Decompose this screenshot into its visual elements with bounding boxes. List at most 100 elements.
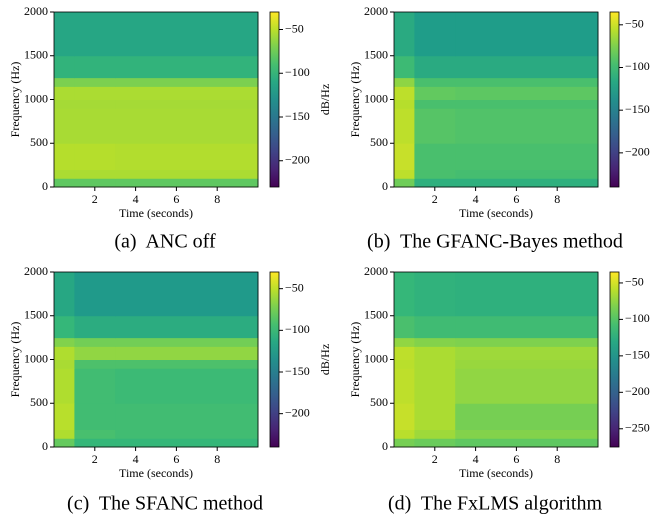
colorbar-tick-label: −50	[285, 21, 304, 35]
spectrogram-cell	[115, 55, 259, 79]
spectrogram-cell	[414, 55, 456, 79]
spectrogram-cell	[54, 12, 75, 57]
y-tick-label: 1000	[364, 351, 388, 365]
colorbar-tick-label: −50	[625, 275, 644, 289]
y-axis-label: Frequency (Hz)	[8, 322, 22, 398]
x-tick-label: 8	[554, 452, 560, 466]
spectrogram-cell	[74, 368, 116, 404]
spectrogram-cell	[414, 315, 456, 339]
colorbar-tick-label: −100	[285, 65, 310, 79]
spectrogram-cell	[455, 178, 599, 188]
colorbar-tick-label: −50	[285, 280, 304, 294]
colorbar	[269, 271, 280, 448]
spectrogram-cell	[115, 77, 259, 87]
spectrogram-cell	[455, 12, 599, 57]
spectrogram-cell	[394, 77, 415, 87]
spectrogram-cell	[54, 169, 75, 179]
colorbar-label: dB/Hz	[658, 84, 660, 115]
spectrogram-cell	[455, 337, 599, 347]
y-tick-label: 0	[42, 439, 48, 453]
x-tick-label: 8	[214, 452, 220, 466]
x-tick-label: 8	[214, 192, 220, 206]
spectrogram-cell	[54, 272, 75, 317]
spectrogram-cell	[115, 429, 259, 439]
colorbar-tick-label: −250	[625, 421, 650, 435]
spectrogram-cell	[54, 315, 75, 339]
spectrogram-cell	[414, 429, 456, 439]
spectrogram-cell	[455, 429, 599, 439]
spectrogram-cell	[54, 346, 75, 360]
spectrogram-cell	[115, 169, 259, 179]
spectrogram-cell	[455, 315, 599, 339]
spectrogram-cell	[115, 368, 259, 404]
y-tick-label: 2000	[24, 4, 48, 18]
y-tick-label: 2000	[364, 264, 388, 278]
spectrogram-cell	[74, 12, 116, 57]
colorbar	[609, 271, 620, 448]
y-tick-label: 2000	[364, 4, 388, 18]
spectrogram-cell	[54, 368, 75, 404]
spectrogram-cell	[115, 86, 259, 100]
colorbar-label: dB/Hz	[318, 344, 332, 375]
x-tick-label: 6	[513, 192, 519, 206]
colorbar-tick-label: −200	[625, 384, 650, 398]
x-tick-label: 6	[173, 452, 179, 466]
colorbar-tick-label: −150	[625, 102, 650, 116]
colorbar-tick-label: −150	[625, 348, 650, 362]
spectrogram-cell	[74, 77, 116, 87]
colorbar-tick-label: −200	[285, 405, 310, 419]
spectrogram-cell	[74, 143, 116, 170]
y-tick-label: 0	[382, 179, 388, 193]
spectrogram-cell	[394, 12, 415, 57]
spectrogram-cell	[394, 272, 415, 317]
spectrogram-cell	[414, 108, 456, 144]
spectrogram-cell	[54, 55, 75, 79]
y-tick-label: 1500	[364, 308, 388, 322]
x-tick-label: 2	[432, 452, 438, 466]
spectrogram-cell	[455, 438, 599, 448]
colorbar	[269, 11, 280, 188]
spectrogram-cell	[455, 77, 599, 87]
spectrogram-cell	[394, 368, 415, 404]
spectrogram-cell	[74, 359, 116, 369]
spectrogram-cell	[54, 438, 75, 448]
x-tick-label: 4	[133, 452, 139, 466]
spectrogram-cell	[54, 99, 75, 109]
y-axis-label: Frequency (Hz)	[348, 322, 362, 398]
spectrogram-cell	[115, 108, 259, 144]
x-tick-label: 2	[432, 192, 438, 206]
spectrogram-cell	[115, 403, 259, 430]
spectrogram-cell	[394, 55, 415, 79]
colorbar	[609, 11, 620, 188]
spectrogram-cell	[394, 337, 415, 347]
spectrogram-cell	[74, 337, 116, 347]
y-tick-label: 1500	[364, 48, 388, 62]
spectrogram-cell	[455, 143, 599, 170]
spectrogram-cell	[414, 99, 456, 109]
x-tick-label: 4	[473, 192, 479, 206]
spectrogram-cell	[394, 315, 415, 339]
spectrogram-cell	[74, 178, 116, 188]
spectrogram-cell	[394, 169, 415, 179]
spectrogram-cell	[414, 169, 456, 179]
y-tick-label: 0	[382, 439, 388, 453]
spectrogram-cell	[394, 178, 415, 188]
caption: (b) The GFANC-Bayes method	[367, 231, 623, 253]
x-tick-label: 8	[554, 192, 560, 206]
spectrogram-cell	[414, 178, 456, 188]
x-axis-label: Time (seconds)	[119, 466, 193, 480]
colorbar-tick-label: −50	[625, 17, 644, 31]
spectrogram-cell	[414, 368, 456, 404]
y-axis-label: Frequency (Hz)	[348, 62, 362, 138]
spectrogram-cell	[115, 99, 259, 109]
spectrogram-cell	[115, 12, 259, 57]
spectrogram-cell	[414, 337, 456, 347]
spectrogram-cell	[74, 438, 116, 448]
spectrogram-cell	[394, 143, 415, 170]
spectrogram-cell	[414, 359, 456, 369]
spectrogram-cell	[74, 403, 116, 430]
colorbar-tick-label: −150	[285, 109, 310, 123]
colorbar-tick-label: −200	[625, 145, 650, 159]
x-tick-label: 6	[173, 192, 179, 206]
spectrogram-cell	[115, 272, 259, 317]
